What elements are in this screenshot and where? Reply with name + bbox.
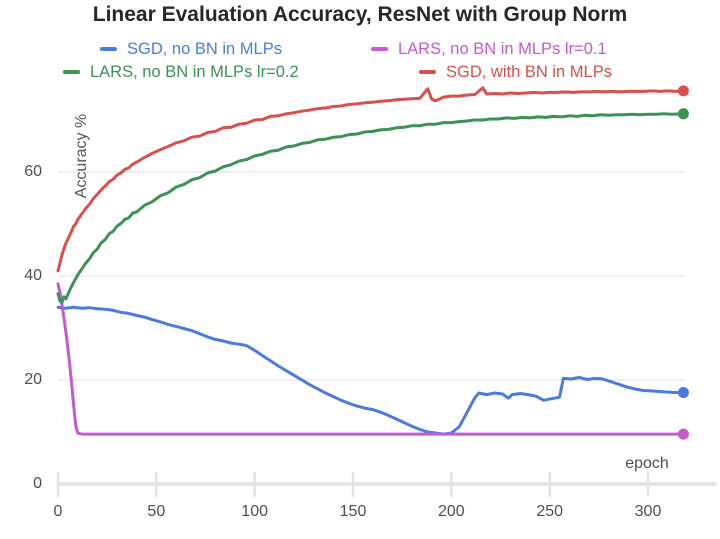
x-tick-label: 100	[241, 503, 268, 520]
legend-item-sgd-no-bn: SGD, no BN in MLPs	[100, 38, 282, 60]
x-tick-label: 150	[339, 503, 367, 520]
x-tick-label: 250	[536, 503, 564, 520]
series-endpoint-dot	[677, 108, 689, 120]
series-line	[56, 112, 685, 304]
series-line	[56, 282, 685, 436]
legend-item-lars-lr01: LARS, no BN in MLPs lr=0.1	[371, 38, 607, 60]
series-line	[56, 305, 685, 436]
chart-title: Linear Evaluation Accuracy, ResNet with …	[92, 3, 628, 26]
series-endpoint-dot	[677, 85, 689, 97]
series-line	[56, 86, 685, 273]
legend-item-lars-lr02: LARS, no BN in MLPs lr=0.2	[63, 61, 299, 83]
legend-label: SGD, with BN in MLPs	[446, 62, 612, 81]
legend-label: LARS, no BN in MLPs lr=0.1	[398, 39, 607, 58]
y-tick-label: 0	[33, 475, 42, 492]
x-tick-label: 300	[634, 503, 662, 520]
x-tick-label: 200	[437, 503, 465, 520]
x-axis-title: epoch	[625, 455, 669, 472]
legend-dash-icon	[419, 70, 436, 74]
series-endpoint-dot	[677, 428, 689, 440]
series-endpoint-dot	[677, 387, 689, 398]
legend-label: SGD, no BN in MLPs	[127, 39, 282, 58]
legend-label: LARS, no BN in MLPs lr=0.2	[90, 62, 299, 81]
legend-dash-icon	[100, 47, 117, 51]
legend-item-sgd-with-bn: SGD, with BN in MLPs	[419, 61, 612, 83]
x-tick-label: 0	[53, 503, 63, 520]
x-tick-label: 50	[147, 503, 166, 520]
y-tick-label: 20	[24, 371, 42, 388]
legend-dash-icon	[63, 70, 80, 74]
y-tick-label: 60	[24, 163, 42, 180]
y-tick-label: 40	[24, 267, 42, 284]
legend-dash-icon	[371, 47, 388, 51]
